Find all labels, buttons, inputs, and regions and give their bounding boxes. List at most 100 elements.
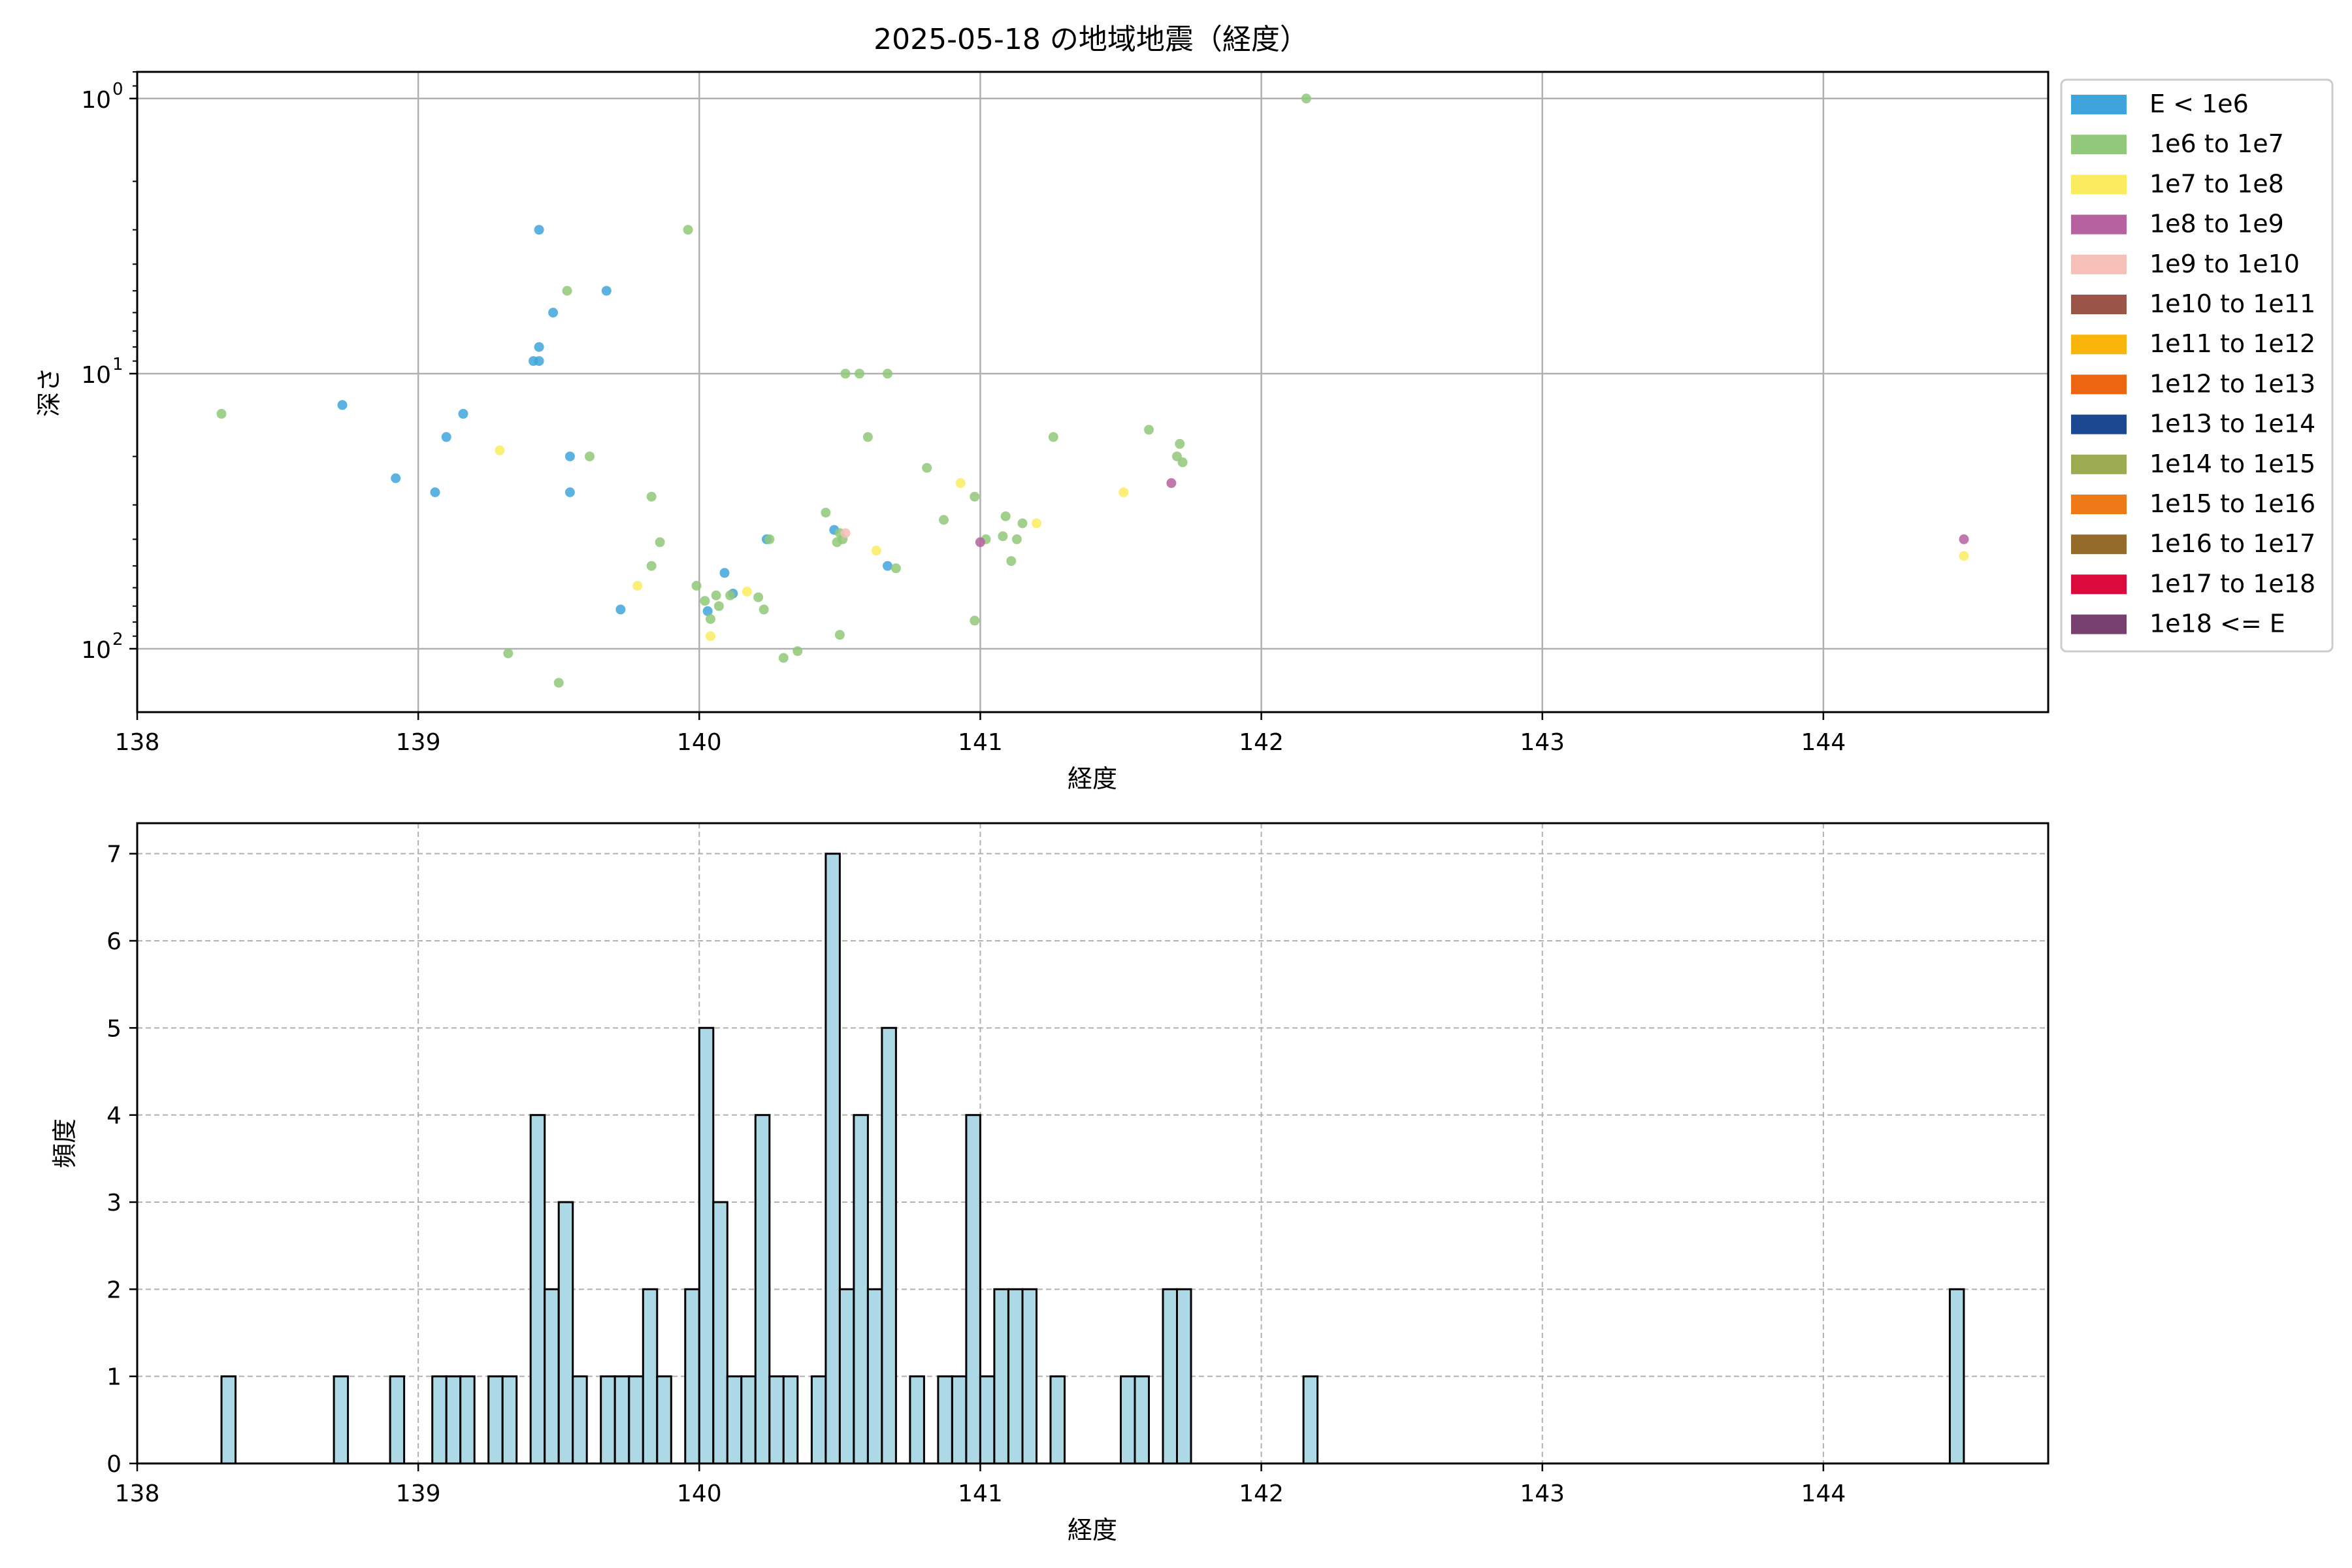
scatter-x-axis-label: 経度 — [1068, 764, 1117, 793]
scatter-point — [834, 630, 845, 640]
scatter-point — [955, 478, 966, 488]
legend-label: 1e18 <= E — [2149, 610, 2285, 638]
scatter-point — [778, 653, 789, 663]
legend-label: 1e9 to 1e10 — [2149, 250, 2300, 278]
scatter-point — [1144, 425, 1154, 435]
scatter-point — [706, 631, 715, 642]
scatter-point — [1011, 534, 1022, 544]
histogram-bar — [810, 1375, 827, 1465]
legend-swatch — [2071, 295, 2127, 314]
legend-swatch — [2071, 95, 2127, 114]
scatter-x-ticks: 138 139 140 141 142 143 144 — [115, 712, 1846, 756]
histogram-plot-frame — [136, 822, 2050, 1465]
scatter-point — [564, 487, 575, 497]
scatter-point — [632, 581, 643, 591]
histogram-x-tick-label: 143 — [1520, 1480, 1565, 1507]
scatter-title: 2025-05-18 の地域地震（経度） — [874, 23, 1309, 56]
scatter-point — [1017, 518, 1028, 529]
scatter-point — [890, 563, 901, 574]
scatter-point — [646, 491, 657, 502]
scatter-y-tick-exponent: 2 — [112, 630, 123, 649]
histogram-bar — [1007, 1288, 1024, 1465]
scatter-point — [855, 368, 864, 379]
scatter-point — [862, 432, 873, 442]
scatter-point — [700, 596, 710, 606]
scatter-point — [871, 546, 881, 556]
scatter-y-tick-label: 10 — [81, 362, 111, 389]
scatter-plot-frame — [136, 71, 2050, 713]
scatter-point — [1175, 438, 1185, 449]
scatter-point — [764, 534, 775, 544]
legend-label: 1e17 to 1e18 — [2149, 569, 2315, 598]
histogram-y-tick-label: 0 — [106, 1451, 122, 1478]
histogram-x-tick-label: 142 — [1239, 1480, 1284, 1507]
scatter-point — [1959, 551, 1969, 561]
scatter-point — [553, 678, 564, 688]
scatter-x-tick-label: 144 — [1801, 729, 1846, 756]
legend-frame — [2060, 78, 2334, 653]
legend-label: 1e8 to 1e9 — [2149, 210, 2284, 238]
scatter-point — [562, 286, 572, 296]
scatter-y-tick-exponent: 0 — [112, 80, 123, 99]
scatter-point — [883, 368, 892, 379]
histogram-bar — [754, 1114, 771, 1465]
legend-swatch — [2071, 534, 2127, 555]
scatter-x-tick-label: 138 — [115, 729, 160, 756]
histogram-bar — [501, 1375, 518, 1465]
histogram-y-tick-label: 7 — [106, 841, 122, 868]
histogram-bar — [333, 1375, 350, 1465]
scatter-point — [821, 508, 831, 518]
histogram-panel: 138 139 140 141 142 143 144 0 1 2 3 4 5 6 7 経度 頻度 — [50, 822, 2050, 1544]
histogram-bar — [1134, 1375, 1150, 1465]
histogram-y-tick-label: 5 — [106, 1015, 122, 1042]
legend-label: 1e12 to 1e13 — [2149, 369, 2315, 398]
legend-label: 1e16 to 1e17 — [2149, 529, 2315, 558]
legend-label: 1e11 to 1e12 — [2149, 329, 2315, 358]
histogram-bar — [220, 1375, 237, 1465]
scatter-point — [1006, 556, 1017, 566]
scatter-point — [391, 473, 401, 483]
histogram-bar — [1120, 1375, 1136, 1465]
scatter-point — [970, 615, 980, 626]
histogram-y-axis-label: 頻度 — [50, 1119, 79, 1168]
histogram-bar — [825, 853, 841, 1465]
scatter-point — [691, 581, 702, 591]
histogram-bar — [529, 1114, 546, 1465]
scatter-point — [646, 561, 657, 571]
scatter-point — [883, 561, 892, 571]
legend-swatch — [2071, 374, 2127, 395]
scatter-point — [702, 606, 713, 616]
legend-label: 1e15 to 1e16 — [2149, 489, 2315, 518]
scatter-point — [601, 286, 612, 296]
scatter-grid — [136, 72, 2048, 712]
scatter-point — [655, 537, 665, 547]
scatter-x-tick-label: 141 — [958, 729, 1003, 756]
scatter-point — [548, 308, 559, 318]
histogram-bar — [838, 1288, 855, 1465]
scatter-point — [1000, 511, 1011, 521]
legend-swatch — [2071, 574, 2127, 595]
scatter-point — [495, 445, 505, 455]
histogram-bar — [1162, 1288, 1178, 1465]
scatter-point — [534, 342, 544, 352]
histogram-bar — [937, 1375, 953, 1465]
scatter-point — [216, 408, 227, 419]
histogram-y-tick-label: 4 — [106, 1103, 122, 1130]
scatter-point — [564, 451, 575, 462]
histogram-bar — [965, 1114, 981, 1465]
histogram-bar — [459, 1375, 476, 1465]
scatter-point — [441, 432, 451, 442]
scatter-point — [1166, 478, 1177, 488]
legend-items: E < 1e6 1e6 to 1e7 1e7 to 1e8 1e8 to 1e9 1e9… — [2071, 90, 2315, 638]
histogram-bar — [389, 1375, 406, 1465]
scatter-x-tick-label: 140 — [677, 729, 722, 756]
scatter-point — [939, 515, 949, 525]
histogram-bar — [866, 1288, 883, 1465]
histogram-bar — [1948, 1288, 1965, 1465]
legend-swatch — [2071, 214, 2127, 235]
scatter-x-tick-label: 142 — [1239, 729, 1284, 756]
histogram-bar — [698, 1026, 715, 1465]
histogram-bar — [881, 1026, 897, 1465]
scatter-point — [922, 463, 932, 473]
